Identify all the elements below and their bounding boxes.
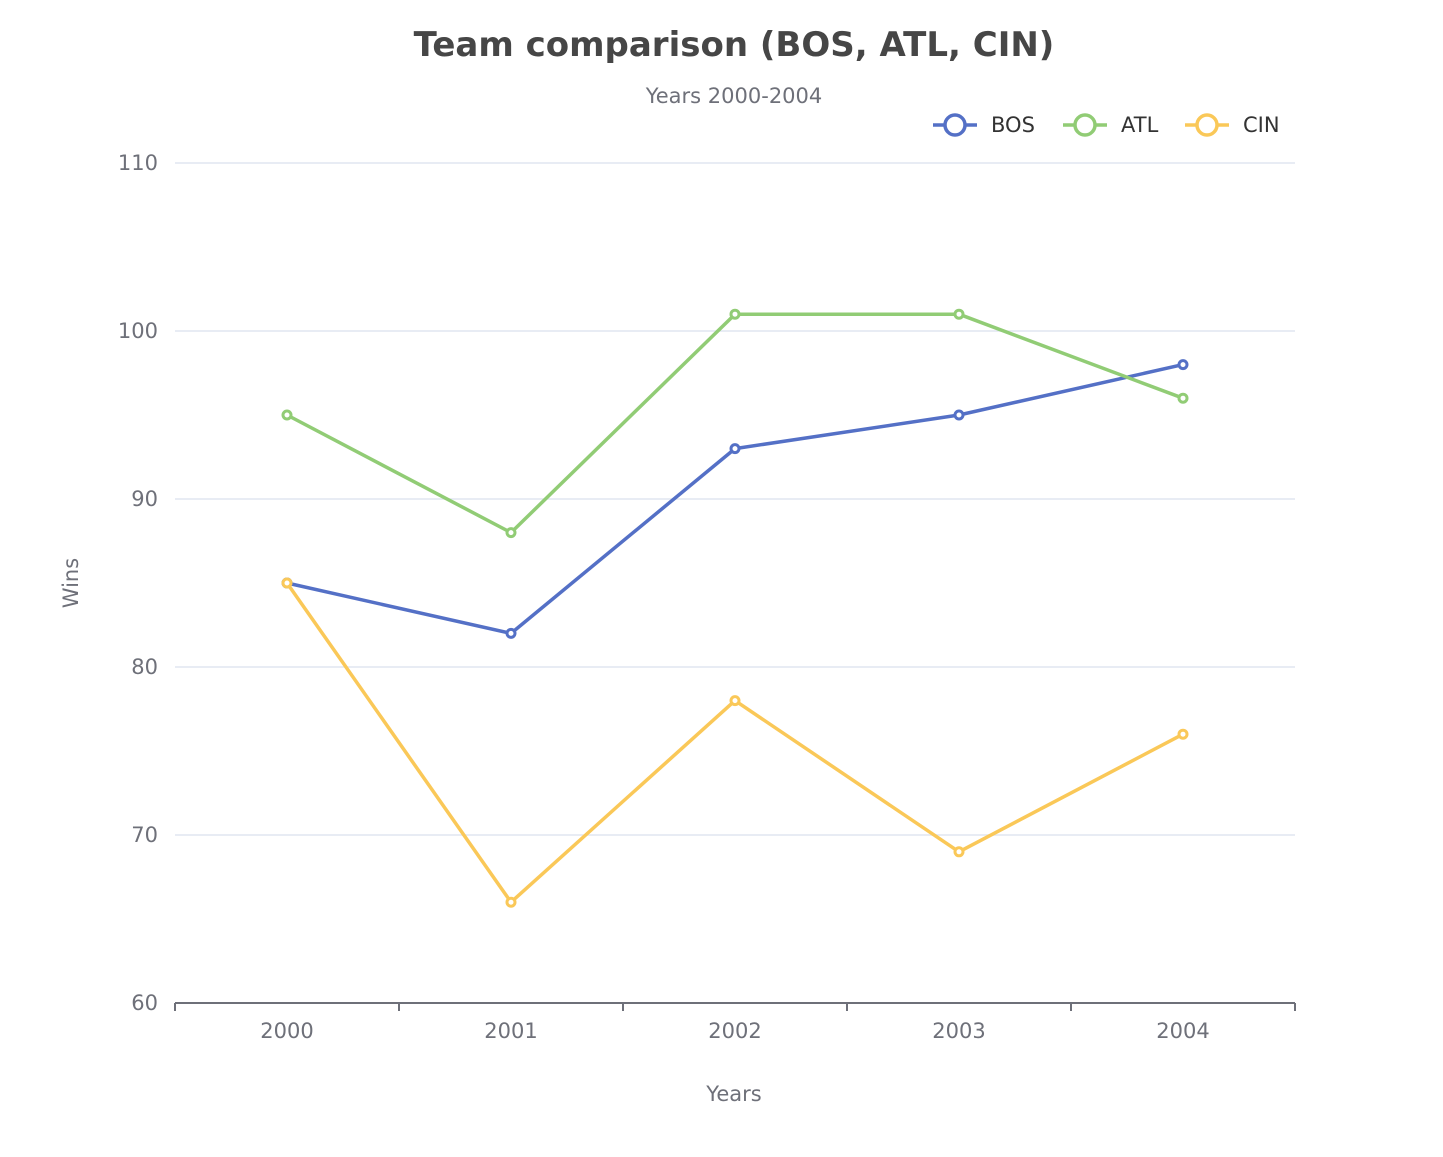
data-point-cin-2001[interactable]	[505, 896, 517, 908]
y-tick-label: 80	[131, 655, 158, 679]
data-point-bos-2004[interactable]	[1177, 359, 1189, 371]
y-tick-label: 70	[131, 823, 158, 847]
data-point-bos-2002[interactable]	[729, 443, 741, 455]
x-tick-label-2004: 2004	[1156, 1019, 1209, 1043]
data-point-cin-2000[interactable]	[281, 577, 293, 589]
legend-circle-icon	[1195, 113, 1219, 137]
series-lines	[281, 308, 1189, 908]
series-line-cin	[285, 581, 1185, 904]
data-point-cin-2002[interactable]	[729, 695, 741, 707]
series-cin	[281, 577, 1189, 908]
x-tick-label-2002: 2002	[708, 1019, 761, 1043]
legend-label: CIN	[1243, 113, 1280, 137]
legend-item-bos[interactable]: BOS	[933, 113, 1035, 137]
x-tick-label-2000: 2000	[260, 1019, 313, 1043]
legend-circle-icon	[943, 113, 967, 137]
axes: 60 70 80 90 100 110 2000 2001 2002 2003 2004	[118, 151, 1296, 1043]
data-point-atl-2001[interactable]	[505, 527, 517, 539]
x-axis-title: Years	[705, 1082, 761, 1106]
y-tick-label: 100	[118, 319, 158, 343]
y-axis-title: Wins	[59, 558, 83, 608]
data-point-cin-2004[interactable]	[1177, 728, 1189, 740]
data-point-bos-2003[interactable]	[953, 409, 965, 421]
legend-circle-icon	[1073, 113, 1097, 137]
data-point-cin-2003[interactable]	[953, 846, 965, 858]
data-point-atl-2004[interactable]	[1177, 392, 1189, 404]
y-tick-label: 110	[118, 151, 158, 175]
legend-item-atl[interactable]: ATL	[1063, 113, 1159, 137]
data-point-atl-2003[interactable]	[953, 308, 965, 320]
chart-title: Team comparison (BOS, ATL, CIN)	[414, 25, 1055, 65]
data-point-atl-2000[interactable]	[281, 409, 293, 421]
x-tick-label-2003: 2003	[932, 1019, 985, 1043]
legend-item-cin[interactable]: CIN	[1185, 113, 1280, 137]
legend: BOS ATL CIN	[933, 113, 1280, 137]
x-tick-label-2001: 2001	[484, 1019, 537, 1043]
y-tick-label: 90	[131, 487, 158, 511]
series-line-atl	[285, 312, 1185, 535]
grid-lines	[175, 162, 1295, 836]
y-tick-label: 60	[131, 991, 158, 1015]
legend-label: BOS	[991, 113, 1035, 137]
data-point-atl-2002[interactable]	[729, 308, 741, 320]
legend-label: ATL	[1121, 113, 1159, 137]
series-atl	[281, 308, 1189, 539]
chart-subtitle: Years 2000-2004	[645, 84, 823, 108]
data-point-bos-2001[interactable]	[505, 627, 517, 639]
